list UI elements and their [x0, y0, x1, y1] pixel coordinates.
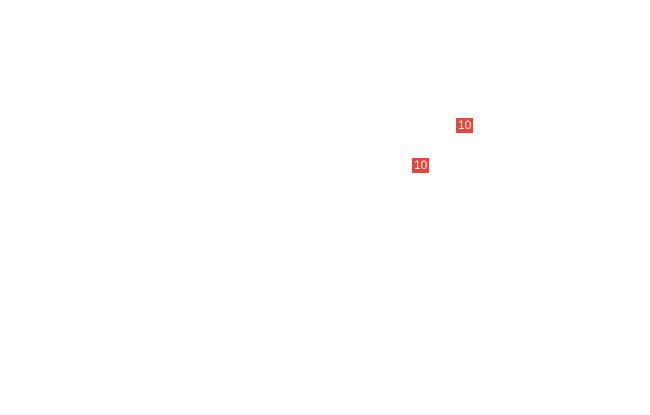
count-badge[interactable]: 10 — [412, 158, 430, 173]
count-badge[interactable]: 10 — [456, 118, 474, 133]
